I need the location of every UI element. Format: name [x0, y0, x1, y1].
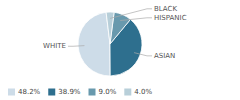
legend: 48.2% 38.9% 9.0% 4.0% — [8, 88, 152, 96]
legend-label: 48.2% — [18, 88, 41, 96]
legend-swatch — [8, 89, 15, 96]
legend-swatch — [124, 89, 131, 96]
chart: WHITE BLACKHISPANIC ASIAN 48.2% 38.9% 9.0% 4.0… — [0, 0, 240, 100]
legend-label: 9.0% — [99, 88, 117, 96]
pie — [78, 12, 142, 76]
slice-label: ASIAN — [154, 52, 175, 60]
pie-slice — [106, 12, 114, 44]
leader-line — [110, 9, 152, 19]
slice-label: BLACK — [154, 5, 177, 13]
slice-label: WHITE — [43, 42, 66, 50]
legend-label: 38.9% — [58, 88, 81, 96]
leader-line — [134, 53, 152, 56]
legend-swatch — [89, 89, 96, 96]
leader-line — [120, 18, 152, 21]
legend-label: 4.0% — [134, 88, 152, 96]
legend-swatch — [48, 89, 55, 96]
leader-line — [68, 45, 84, 47]
pie-slice — [78, 12, 110, 76]
slice-label: HISPANIC — [154, 14, 187, 22]
